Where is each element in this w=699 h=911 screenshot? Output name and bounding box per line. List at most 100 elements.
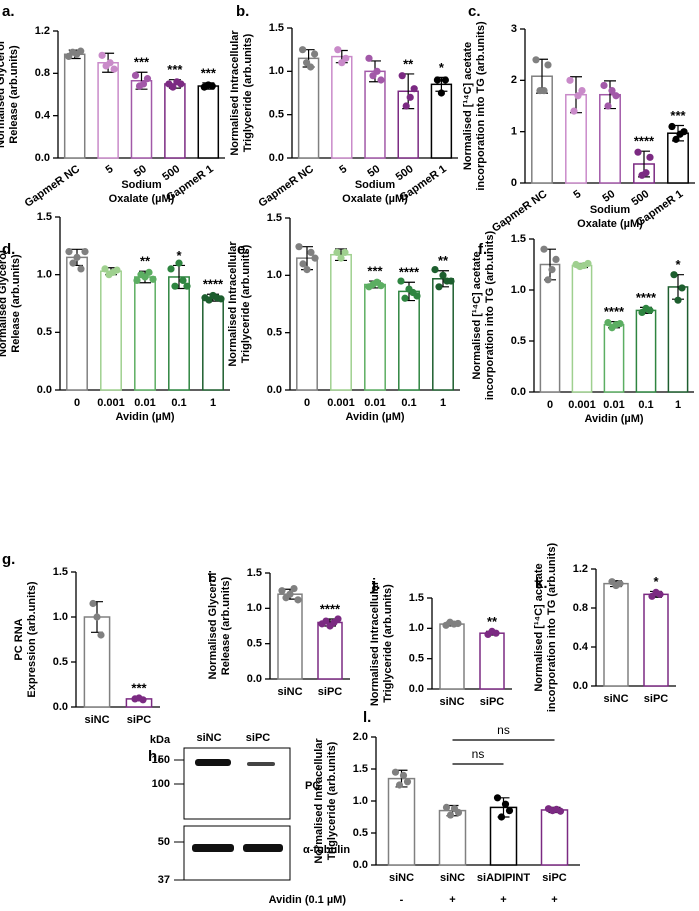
data-point [294, 596, 302, 604]
bar [364, 70, 386, 159]
data-point [570, 107, 578, 115]
y-tick-label: 1.5 [269, 22, 284, 34]
bar [66, 256, 88, 391]
x-tick-label: siNC [84, 714, 109, 726]
data-point [77, 265, 85, 273]
significance: *** [201, 65, 217, 80]
y-axis-label: Triglyceride (arb.units) [326, 741, 338, 860]
y-tick-label: 1.0 [267, 269, 282, 281]
data-point [341, 248, 349, 256]
data-point [377, 282, 385, 290]
data-point [322, 617, 330, 625]
panel-label: g. [2, 551, 15, 568]
x-axis-label: Oxalate (µM) [577, 218, 643, 230]
protein-label: PC [305, 780, 320, 792]
panel-label: j. [371, 576, 380, 593]
data-point [680, 128, 688, 136]
marker-label: 37 [158, 874, 170, 886]
data-point [556, 807, 565, 815]
x-tick-label: 0.1 [638, 399, 653, 411]
treatment-value: - [400, 894, 404, 906]
y-tick-label: 1.5 [511, 233, 526, 245]
x-tick-label: siPC [318, 686, 343, 698]
data-point [437, 89, 445, 97]
x-axis-label: Avidin (µM) [115, 411, 174, 423]
data-point [608, 87, 616, 95]
data-point [101, 265, 109, 273]
y-axis-label: Release (arb.units) [10, 254, 22, 353]
data-point [171, 282, 179, 290]
x-axis-label: Sodium [590, 204, 631, 216]
data-point [403, 778, 412, 786]
bar [364, 283, 386, 391]
y-tick-label: 0.8 [35, 67, 50, 79]
data-point [454, 619, 462, 628]
x-tick-label: 0.01 [134, 397, 155, 409]
x-tick-label: 500 [629, 188, 651, 208]
data-point [600, 81, 608, 90]
x-tick-label: 0.001 [568, 399, 596, 411]
bar [317, 621, 343, 680]
bar [168, 276, 190, 391]
data-point [106, 59, 114, 67]
bar [398, 290, 420, 391]
data-point [574, 92, 582, 100]
y-axis-label: PC RNA [13, 618, 25, 660]
data-point [93, 613, 101, 621]
panel-label: b. [236, 3, 249, 20]
x-tick-label: 0.01 [603, 399, 624, 411]
data-point [177, 80, 185, 88]
bar [202, 296, 224, 391]
data-point [501, 800, 510, 808]
y-axis-label: Normalised Glycerol [0, 250, 9, 357]
x-tick-label: 0 [74, 397, 80, 409]
band [195, 759, 231, 766]
data-point [143, 75, 152, 83]
y-tick-label: 1.2 [573, 563, 588, 575]
marker-label: 150 [152, 754, 170, 766]
y-tick-label: 0 [511, 177, 517, 189]
x-tick-label: 1 [210, 397, 216, 409]
y-tick-label: 1.5 [409, 592, 424, 604]
treatment-value: + [500, 894, 506, 906]
y-tick-label: 0.0 [511, 386, 526, 398]
y-tick-label: 2 [511, 74, 517, 86]
significance: * [439, 60, 445, 75]
panel-label: i. [208, 569, 216, 586]
x-tick-label: 1 [440, 397, 446, 409]
y-axis-label: Normalised Intracellular [369, 580, 381, 706]
y-tick-label: 0.0 [37, 384, 52, 396]
data-point [441, 76, 449, 84]
significance: **** [399, 265, 420, 280]
treatment-value: + [551, 894, 557, 906]
y-tick-label: 1.5 [247, 567, 262, 579]
data-point [604, 102, 612, 110]
bar [296, 257, 318, 391]
x-tick-label: 0 [304, 397, 310, 409]
significance: *** [167, 62, 183, 77]
x-tick-label: 500 [160, 163, 182, 183]
treatment-label: Avidin (0.1 µM) [269, 894, 347, 906]
data-point [365, 54, 373, 62]
x-tick-label: 50 [365, 163, 382, 180]
bar [164, 83, 186, 159]
band [247, 762, 275, 766]
y-tick-label: 1.0 [37, 269, 52, 281]
data-point [333, 248, 341, 256]
data-point [406, 93, 414, 101]
y-tick-label: 0.8 [573, 602, 588, 614]
significance: **** [320, 601, 341, 616]
bar [197, 85, 220, 159]
bar [635, 309, 657, 393]
y-tick-label: 0.0 [247, 673, 262, 685]
y-tick-label: 0.0 [53, 701, 68, 713]
significance: **** [636, 290, 657, 305]
data-point [139, 80, 148, 88]
data-point [584, 259, 592, 268]
significance: ** [487, 614, 498, 629]
data-point [398, 72, 406, 80]
significance: ** [403, 56, 414, 71]
marker-label: 100 [152, 778, 170, 790]
significance: **** [203, 277, 224, 292]
x-tick-label: 500 [394, 163, 416, 183]
